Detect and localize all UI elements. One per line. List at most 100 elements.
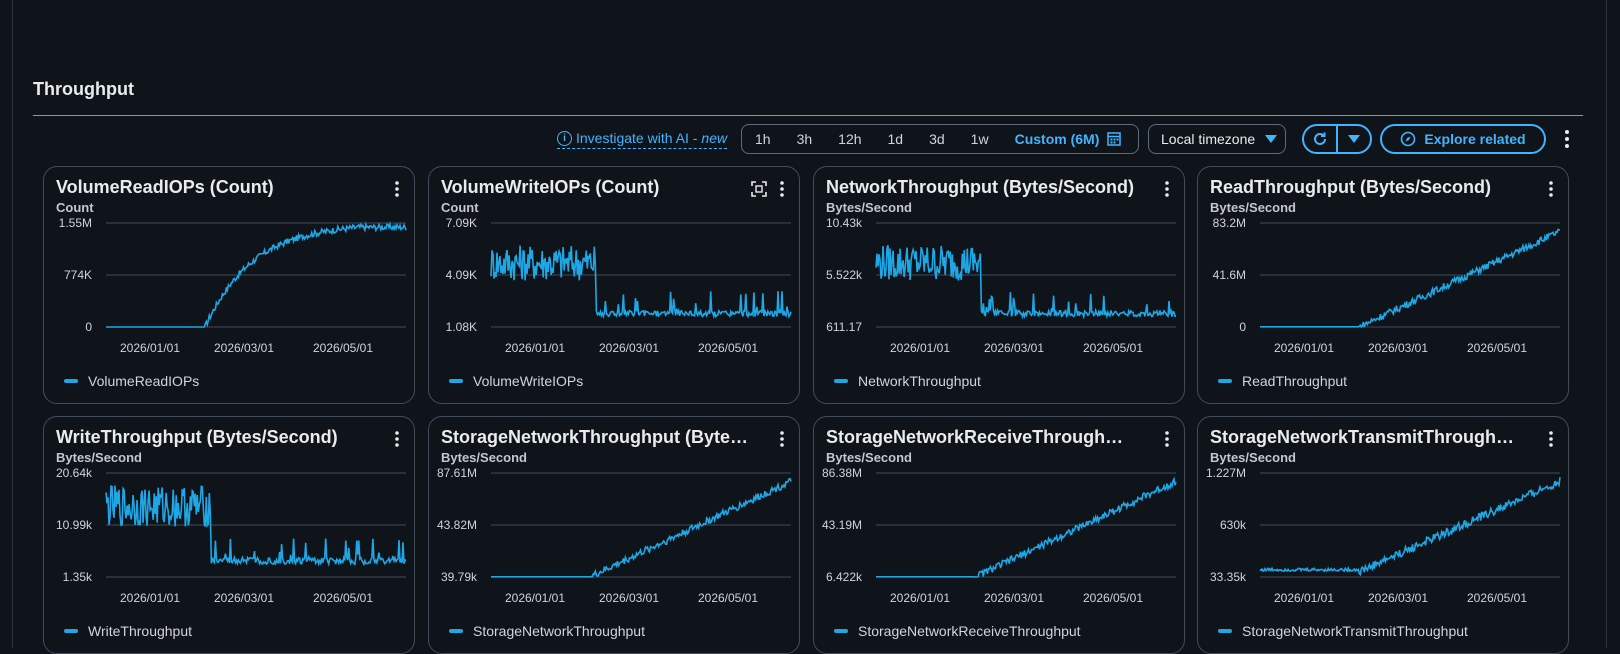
y-tick-label: 0 — [85, 320, 92, 334]
page-right-border — [1606, 0, 1607, 648]
series-line — [490, 245, 792, 320]
chart-legend[interactable]: StorageNetworkTransmitThroughput — [1218, 623, 1468, 639]
y-tick-label: 4.09K — [446, 268, 477, 282]
x-tick-label: 2026/01/01 — [1274, 341, 1334, 355]
y-tick-label: 630k — [1220, 518, 1247, 532]
metric-panel: StorageNetworkTransmitThrough… Bytes/Seco… — [1197, 416, 1569, 654]
panel-title: NetworkThroughput (Bytes/Second) — [826, 177, 1134, 197]
line-chart[interactable]: 87.61M 43.82M 39.79k 2026/01/01 2026/03/01 20… — [429, 461, 801, 611]
line-chart[interactable]: 10.43k 5.522k 611.17 2026/01/01 2026/03/01 20… — [814, 211, 1186, 361]
panel-more-options-icon[interactable] — [1162, 429, 1172, 449]
range-1w-button[interactable]: 1w — [970, 131, 989, 147]
legend-swatch — [1218, 379, 1232, 383]
explore-related-button[interactable]: Explore related — [1380, 124, 1546, 154]
series-line — [1259, 477, 1561, 577]
panel-more-options-icon[interactable] — [1162, 179, 1172, 199]
calendar-icon[interactable] — [1107, 132, 1122, 146]
y-tick-label: 774K — [64, 268, 92, 282]
panel-more-options-icon[interactable] — [777, 429, 787, 449]
x-tick-label: 2026/01/01 — [1274, 591, 1334, 605]
panel-unit-label: Count — [441, 200, 479, 215]
panel-more-options-icon[interactable] — [392, 179, 402, 199]
panel-unit-label: Bytes/Second — [1210, 200, 1296, 215]
y-tick-label: 7.09K — [446, 216, 477, 230]
x-tick-label: 2026/01/01 — [505, 341, 565, 355]
line-chart[interactable]: 7.09K 4.09K 1.08K 2026/01/01 2026/03/01 2026/… — [429, 211, 801, 361]
x-tick-label: 2026/03/01 — [1368, 591, 1428, 605]
y-tick-label: 6.422k — [826, 570, 863, 584]
section-title: Throughput — [33, 79, 134, 99]
x-tick-label: 2026/01/01 — [120, 591, 180, 605]
range-3d-button[interactable]: 3d — [929, 131, 945, 147]
range-1h-button[interactable]: 1h — [755, 131, 771, 147]
y-tick-label: 1.35k — [63, 570, 93, 584]
custom-range-button[interactable]: Custom (6M) — [1014, 131, 1100, 147]
refresh-icon — [1314, 132, 1326, 145]
panel-title: WriteThroughput (Bytes/Second) — [56, 427, 338, 447]
y-tick-label: 0 — [1239, 320, 1246, 334]
y-tick-label: 1.08K — [446, 320, 477, 334]
x-tick-label: 2026/05/01 — [698, 591, 758, 605]
panel-more-options-icon[interactable] — [1546, 179, 1556, 199]
chart-legend[interactable]: ReadThroughput — [1218, 373, 1347, 389]
metric-panel: ReadThroughput (Bytes/Second) Bytes/Secon… — [1197, 166, 1569, 404]
x-tick-label: 2026/03/01 — [599, 341, 659, 355]
refresh-options-button[interactable] — [1336, 126, 1370, 152]
y-tick-label: 33.35k — [1210, 570, 1247, 584]
chart-legend[interactable]: StorageNetworkThroughput — [449, 623, 645, 639]
legend-label: NetworkThroughput — [858, 373, 981, 389]
compass-icon — [1401, 131, 1416, 147]
range-12h-button[interactable]: 12h — [838, 131, 862, 147]
y-tick-label: 5.522k — [826, 268, 863, 282]
x-tick-label: 2026/03/01 — [214, 591, 274, 605]
panel-more-options-icon[interactable] — [777, 179, 787, 199]
section-divider — [33, 115, 1583, 116]
line-chart[interactable]: 1.227M 630k 33.35k 2026/01/01 2026/03/01 2026… — [1198, 461, 1570, 611]
legend-swatch — [64, 379, 78, 383]
line-chart[interactable]: 20.64k 10.99k 1.35k 2026/01/01 2026/03/01 202… — [44, 461, 416, 611]
y-tick-label: 41.6M — [1213, 268, 1246, 282]
y-tick-label: 43.19M — [822, 518, 862, 532]
caret-down-icon — [1265, 135, 1278, 143]
series-line — [106, 221, 407, 328]
chart-legend[interactable]: VolumeWriteIOPs — [449, 373, 583, 389]
panel-title: VolumeWriteIOPs (Count) — [441, 177, 660, 197]
x-tick-label: 2026/03/01 — [214, 341, 274, 355]
legend-swatch — [449, 379, 463, 383]
metric-panel: WriteThroughput (Bytes/Second) Bytes/Seco… — [43, 416, 415, 654]
chart-legend[interactable]: NetworkThroughput — [834, 373, 981, 389]
series-line — [875, 245, 1176, 320]
y-tick-label: 10.99k — [56, 518, 93, 532]
range-1d-button[interactable]: 1d — [887, 131, 904, 147]
x-tick-label: 2026/05/01 — [698, 341, 758, 355]
x-tick-label: 2026/05/01 — [1083, 591, 1143, 605]
time-range-selector: 1h 3h 12h 1d 3d 1w Custom (6M) — [741, 124, 1139, 154]
y-tick-label: 1.227M — [1206, 466, 1246, 480]
more-options-icon[interactable] — [1560, 128, 1574, 150]
chart-legend[interactable]: StorageNetworkReceiveThroughput — [834, 623, 1081, 639]
legend-label: VolumeReadIOPs — [88, 373, 200, 389]
panel-more-options-icon[interactable] — [392, 429, 402, 449]
caret-down-icon — [1348, 135, 1360, 143]
x-tick-label: 2026/05/01 — [1467, 591, 1527, 605]
x-tick-label: 2026/05/01 — [1083, 341, 1143, 355]
line-chart[interactable]: 83.2M 41.6M 0 2026/01/01 2026/03/01 2026/05/0… — [1198, 211, 1570, 361]
legend-label: ReadThroughput — [1242, 373, 1348, 389]
panel-unit-label: Bytes/Second — [826, 200, 912, 215]
panel-more-options-icon[interactable] — [1546, 429, 1556, 449]
info-icon: i — [557, 130, 572, 146]
line-chart[interactable]: 86.38M 43.19M 6.422k 2026/01/01 2026/03/01 20… — [814, 461, 1186, 611]
timezone-select[interactable]: Local timezone — [1148, 124, 1286, 154]
panel-unit-label: Bytes/Second — [1210, 450, 1296, 465]
y-tick-label: 1.55M — [59, 216, 92, 230]
legend-swatch — [449, 629, 463, 633]
line-chart[interactable]: 1.55M 774K 0 2026/01/01 2026/03/01 2026/05/01 — [44, 211, 416, 361]
range-3h-button[interactable]: 3h — [796, 131, 813, 147]
investigate-with-ai-link[interactable]: i Investigate with AI - new — [557, 130, 728, 149]
chart-legend[interactable]: VolumeReadIOPs — [64, 373, 199, 389]
metric-panel: StorageNetworkThroughput (Byte… Bytes/Sec… — [428, 416, 800, 654]
expand-icon[interactable] — [751, 181, 767, 197]
refresh-button[interactable] — [1304, 126, 1336, 152]
chart-legend[interactable]: WriteThroughput — [64, 623, 192, 639]
panel-title: StorageNetworkThroughput (Byte… — [441, 427, 749, 447]
